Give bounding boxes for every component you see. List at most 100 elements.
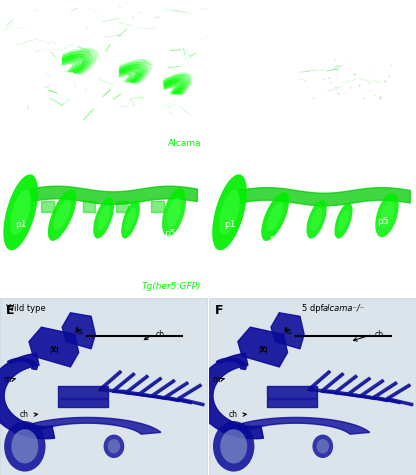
Ellipse shape [4,421,46,472]
Polygon shape [99,370,122,390]
Ellipse shape [380,202,394,228]
Text: p2: p2 [270,234,281,243]
Text: Wild type: Wild type [6,282,49,291]
Text: cb: cb [156,330,164,339]
Polygon shape [7,358,37,370]
Polygon shape [112,390,141,395]
Ellipse shape [220,429,247,464]
Ellipse shape [219,190,240,235]
Polygon shape [113,373,135,391]
Ellipse shape [104,435,124,458]
Text: p2: p2 [61,231,72,240]
Text: m: m [3,375,10,384]
Polygon shape [151,395,179,401]
Polygon shape [178,398,204,406]
Ellipse shape [125,208,136,231]
Polygon shape [271,313,304,349]
Polygon shape [360,395,388,401]
Polygon shape [165,382,188,398]
Text: alcama⁻/⁻: alcama⁻/⁻ [215,282,260,291]
Ellipse shape [54,200,71,230]
Polygon shape [222,418,370,434]
Ellipse shape [3,174,38,250]
Text: p3: p3 [311,246,322,255]
Polygon shape [322,373,344,391]
Polygon shape [139,378,162,395]
Polygon shape [216,358,246,370]
Ellipse shape [48,190,77,241]
Text: A: A [6,5,16,18]
Polygon shape [29,327,79,367]
Polygon shape [348,378,371,395]
Polygon shape [62,313,95,349]
Text: p5: p5 [164,228,176,238]
Text: p4: p4 [336,246,347,255]
Ellipse shape [10,190,31,235]
Ellipse shape [338,210,349,231]
Text: ch: ch [20,410,29,419]
Polygon shape [374,382,397,398]
Polygon shape [13,418,161,434]
Ellipse shape [167,198,181,227]
Text: F: F [215,304,223,317]
Text: C: C [6,161,15,173]
Text: hs: hs [283,327,292,336]
Ellipse shape [317,439,329,454]
Text: pq: pq [49,345,59,354]
Ellipse shape [213,421,255,472]
Ellipse shape [312,435,333,458]
Polygon shape [308,389,337,393]
Text: p3: p3 [98,243,109,252]
Polygon shape [321,390,350,395]
Text: 5 dpf: 5 dpf [302,304,323,313]
Text: p4: p4 [123,243,134,252]
Text: hs: hs [74,327,83,336]
Text: D: D [215,161,225,173]
Ellipse shape [11,429,38,464]
Ellipse shape [121,200,140,238]
Ellipse shape [334,203,352,238]
Polygon shape [373,396,401,404]
Text: B: B [215,5,225,18]
Ellipse shape [97,206,110,230]
Ellipse shape [261,192,289,241]
Polygon shape [387,384,411,399]
Ellipse shape [212,174,247,250]
Text: ch: ch [229,410,238,419]
Text: cb: cb [374,330,384,339]
Polygon shape [139,393,166,399]
Polygon shape [386,398,413,406]
Polygon shape [308,370,331,390]
Text: Tg(her5:GFP): Tg(her5:GFP) [141,282,201,291]
Polygon shape [125,391,154,397]
Polygon shape [99,389,128,393]
Text: 32 hpf: 32 hpf [172,275,201,284]
Ellipse shape [375,193,399,237]
Polygon shape [164,396,192,404]
Text: pq: pq [258,345,267,354]
Text: 32 hpf: 32 hpf [172,132,201,141]
Polygon shape [196,353,263,439]
Polygon shape [126,375,149,393]
Text: m: m [212,375,219,384]
Ellipse shape [93,197,114,238]
Polygon shape [178,384,202,399]
Ellipse shape [162,188,186,237]
Polygon shape [361,380,384,396]
Ellipse shape [267,202,283,231]
Text: p1: p1 [224,220,235,229]
Text: E: E [6,304,15,317]
Text: Alcama: Alcama [168,139,201,148]
Ellipse shape [108,439,120,454]
Ellipse shape [307,200,327,238]
Polygon shape [238,327,287,367]
Polygon shape [152,380,175,396]
Polygon shape [347,393,375,399]
Text: p5: p5 [377,218,389,226]
Text: Wild type: Wild type [6,304,46,313]
Text: Wild type: Wild type [6,139,49,148]
Polygon shape [334,391,362,397]
Text: alcama⁻/⁻: alcama⁻/⁻ [323,304,365,313]
Text: p1: p1 [15,220,27,229]
Ellipse shape [310,208,323,231]
